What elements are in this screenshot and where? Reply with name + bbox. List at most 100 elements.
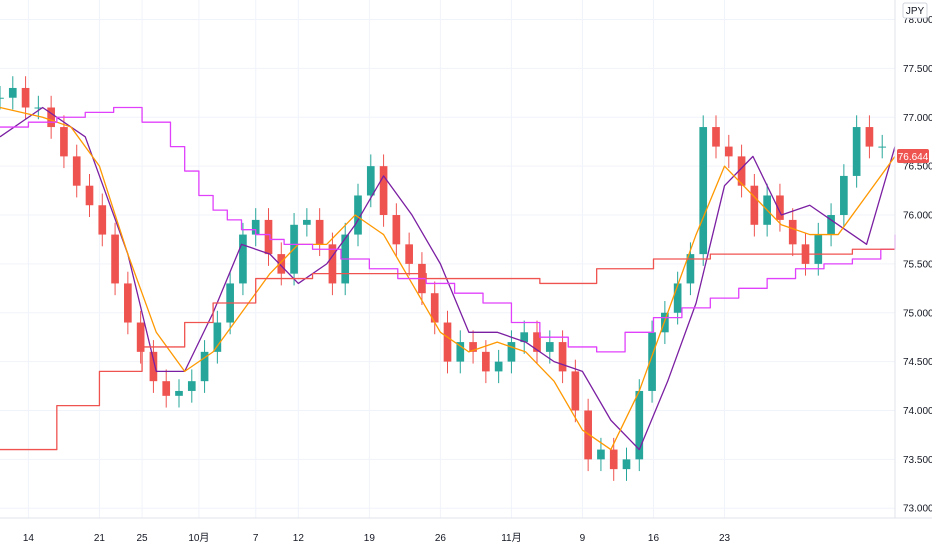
candle-body: [622, 459, 631, 470]
candle-body: [0, 97, 4, 99]
candle-body: [545, 342, 554, 352]
candle-body: [175, 390, 183, 396]
x-tick-label: 16: [648, 533, 660, 544]
candle-body: [303, 219, 311, 225]
candle-body: [788, 219, 797, 245]
candle-body: [277, 254, 286, 274]
candle-body: [737, 156, 746, 186]
candle-body: [776, 195, 784, 220]
candle-body: [34, 107, 43, 109]
candle-body: [673, 283, 682, 313]
candle-body: [494, 361, 503, 372]
candle-body: [507, 342, 516, 362]
plot-area[interactable]: [0, 76, 896, 481]
x-tick-label: 25: [137, 533, 149, 544]
currency-badge[interactable]: JPY: [906, 6, 925, 17]
candle-body: [264, 219, 273, 255]
x-tick-label: 9: [580, 533, 586, 544]
candle-body: [699, 127, 708, 255]
candle-body: [635, 390, 644, 460]
x-tick-label: 7: [253, 533, 259, 544]
y-tick-label: 73.000: [903, 504, 932, 515]
candle-body: [8, 87, 17, 98]
candle-body: [98, 205, 107, 235]
candle-body: [456, 342, 465, 362]
x-tick-label: 19: [364, 533, 376, 544]
y-tick-label: 73.500: [903, 455, 932, 466]
series-step_magenta: [0, 106, 896, 353]
series-step_red: [0, 248, 895, 451]
y-tick-label: 74.500: [903, 357, 932, 368]
currency-badge-frame[interactable]: [902, 2, 928, 19]
y-tick-label: 78.000: [903, 15, 932, 26]
candle-body: [571, 371, 580, 411]
candle-body: [661, 312, 669, 333]
candle-body: [379, 166, 388, 216]
y-tick-label: 76.000: [903, 211, 932, 222]
candle-body: [21, 87, 30, 108]
y-tick-label: 77.000: [903, 113, 932, 124]
last-price-label: 76.644: [898, 152, 929, 163]
candle-body: [827, 215, 835, 235]
candle-body: [315, 219, 324, 245]
candle-body: [47, 107, 55, 128]
candle-body: [878, 146, 887, 148]
candle-body: [597, 449, 605, 460]
series-ma_orange: [0, 106, 896, 451]
candle-body: [840, 175, 848, 216]
candle-body: [239, 234, 247, 284]
candle-body: [750, 185, 759, 225]
candle-body: [686, 254, 695, 284]
candle-body: [533, 332, 541, 352]
candle-body: [648, 332, 656, 391]
y-tick-label: 75.000: [903, 308, 932, 319]
candle-body: [187, 381, 196, 391]
candle-body: [60, 127, 68, 157]
candle-body: [149, 351, 158, 382]
candle-body: [136, 322, 145, 352]
y-tick-label: 74.000: [903, 406, 932, 417]
y-tick-label: 75.500: [903, 259, 932, 270]
x-tick-label: 21: [94, 533, 106, 544]
candle-body: [724, 146, 733, 157]
candle-body: [200, 351, 209, 382]
x-tick-label: 12: [293, 533, 305, 544]
y-tick-label: 77.500: [903, 64, 932, 75]
candle-body: [405, 244, 413, 264]
candle-body: [366, 166, 375, 196]
candle-body: [213, 322, 222, 352]
candle-body: [482, 351, 490, 372]
candle-body: [251, 219, 260, 235]
candle-body: [852, 127, 861, 176]
candle-body: [162, 381, 171, 396]
candle-body: [392, 215, 401, 245]
grid: [0, 0, 895, 518]
y-axis-ticks: 78.000 77.500 77.000 76.500 76.000 75.500 75.0…: [903, 15, 932, 515]
candle-body: [72, 156, 81, 186]
x-axis-ticks: 14 21 25 10月 7 12 19 26 11月 9 16 23: [23, 532, 731, 544]
candle-body: [609, 449, 618, 470]
y-tick-label: 76.500: [903, 162, 932, 173]
x-tick-label: 23: [719, 533, 731, 544]
x-tick-label: 14: [23, 533, 35, 544]
x-tick-label: 10月: [188, 532, 209, 544]
x-tick-label: 26: [435, 533, 447, 544]
candle-body: [469, 342, 477, 352]
candle-body: [712, 127, 720, 147]
last-price-tag: [897, 149, 929, 163]
candle-body: [354, 195, 362, 235]
candle-body: [443, 322, 452, 362]
candle-body: [520, 332, 529, 343]
candle-body: [584, 410, 592, 460]
candle-body: [328, 244, 337, 284]
candle-body: [85, 185, 94, 206]
candle-body: [430, 293, 439, 323]
badges: JPY 76.644: [897, 2, 929, 163]
candle-body: [124, 283, 132, 323]
candle-body: [865, 127, 874, 147]
candle-body: [814, 234, 823, 264]
candle-body: [111, 234, 119, 284]
